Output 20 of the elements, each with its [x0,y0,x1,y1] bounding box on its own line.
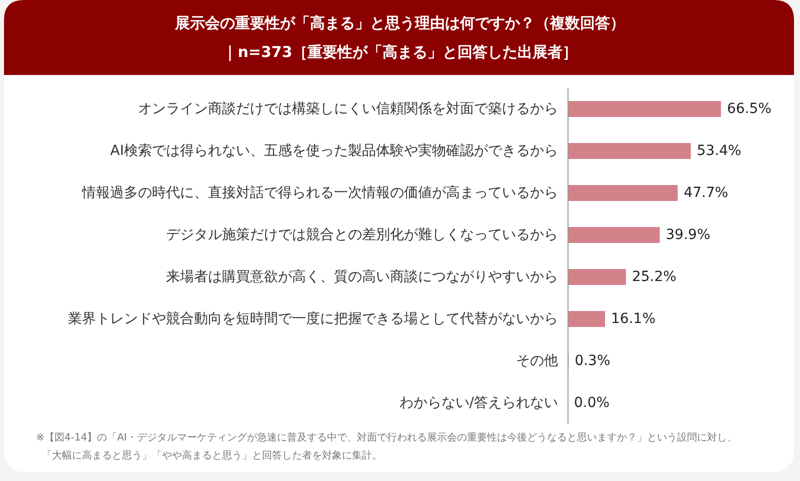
y-tick-label: 来場者は購買意欲が高く、質の高い商談につながりやすいから [166,269,558,285]
data-label: 16.1% [611,311,656,327]
data-label: 0.0% [574,395,610,411]
y-tick-label: AI検索では得られない、五感を使った製品体験や実物確認ができるから [110,143,558,159]
y-tick-label: デジタル施策だけでは競合との差別化が難しくなっているから [166,227,558,243]
text: ｜n=373［重要性が「高まる」と回答した出展者］ [222,43,578,62]
text: 展示会の重要性が「高まる」と思う理由は何ですか？（複数回答） [174,14,625,32]
y-tick-label: 情報過多の時代に、直接対話で得られる一次情報の価値が高まっているから [81,185,558,201]
y-tick-label: オンライン商談だけでは構築しにくい信頼関係を対面で築けるから [138,101,558,117]
y-tick-label: 業界トレンドや競合動向を短時間で一度に把握できる場として代替がないから [68,311,558,327]
text: ※【図4-14】の「AI・デジタルマーケティングが急速に普及する中で、対面で行われる展示会の重要性は今後どうなると思いますか？」という設問に対し、 [36,432,737,444]
y-tick-label: わからない/答えられない [399,395,558,411]
text: 「大幅に高まると思う」「やや高まると思う」と回答した者を対象に集計。 [42,450,382,462]
data-label: 47.7% [684,185,728,201]
data-label: 0.3% [574,353,610,369]
y-tick-label: その他 [516,353,558,369]
data-label: 66.5% [726,101,772,117]
data-label: 25.2% [632,269,676,285]
data-label: 39.9% [666,227,710,243]
data-label: 53.4% [696,143,742,159]
